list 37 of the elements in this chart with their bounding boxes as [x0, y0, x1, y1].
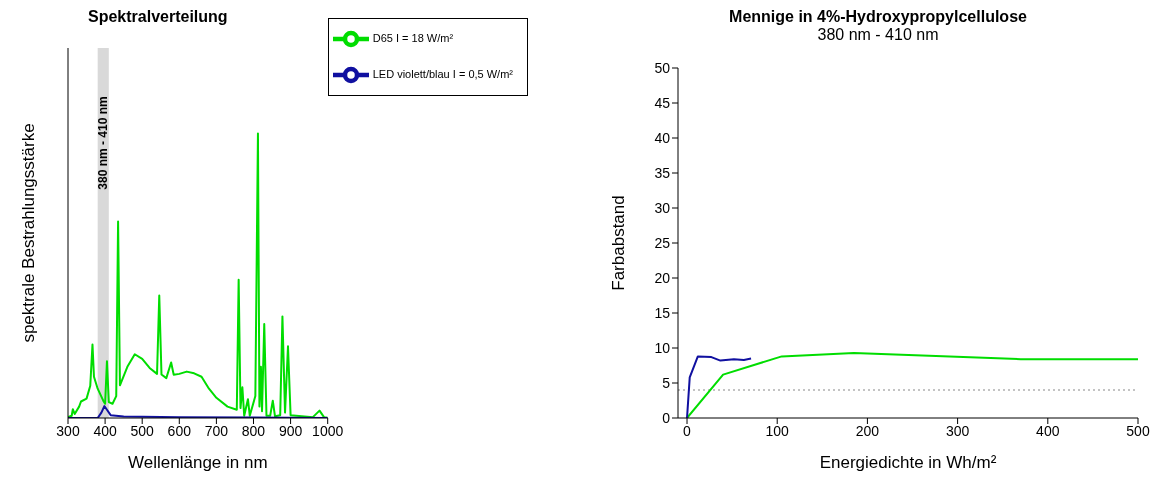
y-tick-label: 50	[654, 59, 671, 76]
x-tick-label: 600	[167, 422, 192, 439]
y-tick-label: 40	[654, 129, 671, 146]
y-axis-title: spektrale Bestrahlungsstärke	[19, 123, 39, 343]
line-series	[686, 351, 1138, 418]
x-tick-label: 300	[945, 422, 970, 439]
chart-title: Mennige in 4%-Hydroxypropylcellulose	[728, 8, 1028, 26]
x-tick-label: 400	[93, 422, 117, 439]
x-axis-title: Energiedichte in Wh/m²	[819, 453, 997, 472]
x-tick-label: 1000	[312, 422, 344, 439]
y-axis-title: Farbabstand	[609, 195, 629, 291]
x-tick-label: 500	[1126, 422, 1150, 439]
legend-label: LED violett/blau I = 0,5 W/m²	[372, 67, 513, 80]
y-tick-label: 15	[654, 304, 671, 321]
y-tick-label: 0	[662, 409, 671, 426]
x-tick-label: 900	[278, 422, 303, 439]
x-tick-label: 0	[683, 422, 692, 439]
y-tick-label: 25	[654, 234, 671, 251]
x-tick-label: 500	[130, 422, 155, 439]
x-tick-label: 100	[765, 422, 790, 439]
x-tick-label: 200	[855, 422, 880, 439]
line-series	[686, 355, 753, 418]
y-tick-label: 20	[654, 269, 671, 286]
y-tick-label: 30	[654, 199, 671, 216]
band-label: 380 nm - 410 nm	[96, 96, 111, 190]
x-tick-label: 400	[1036, 422, 1060, 439]
x-axis-title: Wellenlänge in nm	[128, 453, 268, 472]
y-tick-label: 5	[662, 374, 671, 391]
legend-label: D65 I = 18 W/m²	[372, 31, 454, 44]
x-tick-label: 800	[241, 422, 266, 439]
chart-subtitle: 380 nm - 410 nm	[816, 26, 940, 44]
x-tick-label: 300	[56, 422, 80, 439]
y-tick-label: 45	[654, 94, 671, 111]
chart-title: Spektralverteilung	[88, 8, 228, 26]
y-tick-label: 10	[654, 339, 671, 356]
y-tick-label: 35	[654, 164, 671, 181]
x-tick-label: 700	[204, 422, 229, 439]
